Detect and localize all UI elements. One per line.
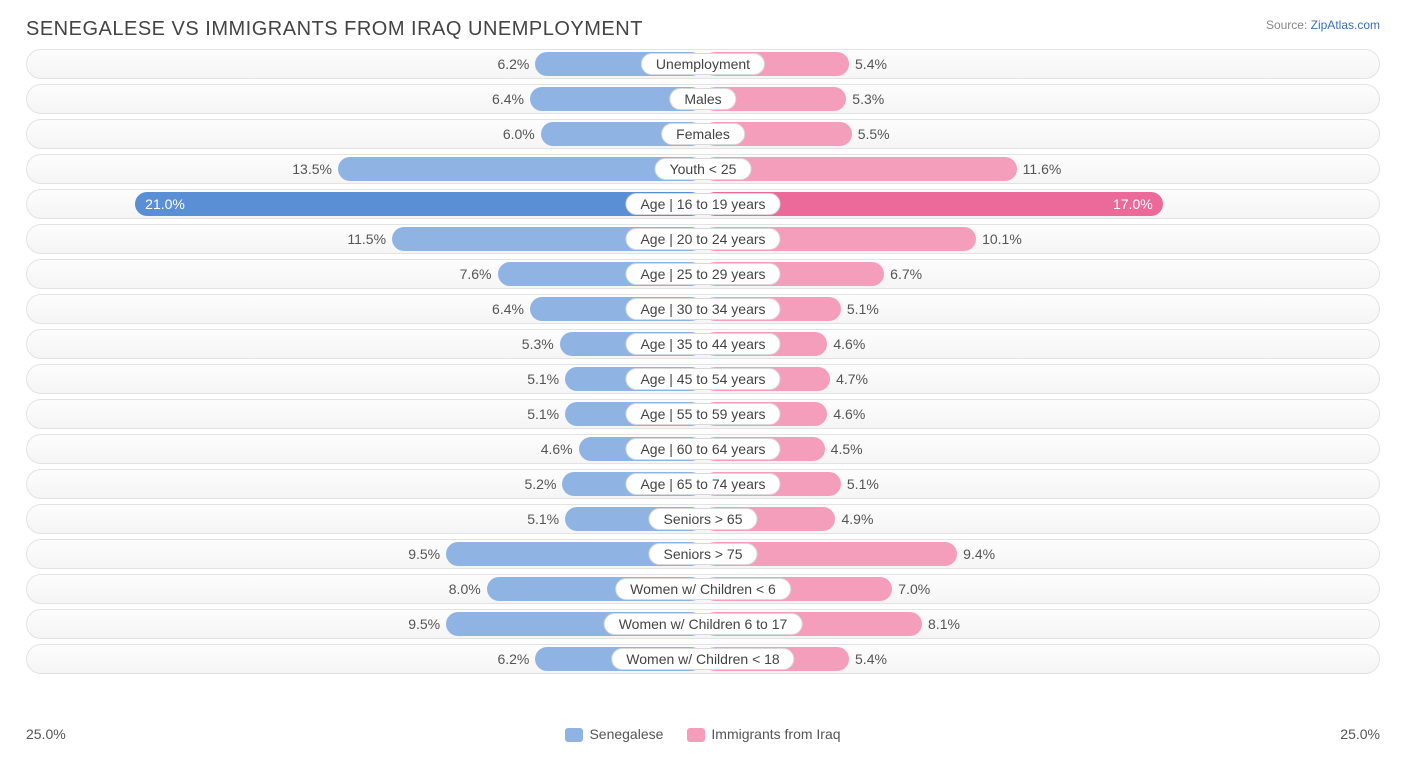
chart-row: 5.1% 4.9% Seniors > 65 (26, 504, 1380, 534)
value-label-left: 4.6% (541, 437, 579, 461)
value-label-right: 4.9% (835, 507, 873, 531)
chart-row: 11.5% 10.1% Age | 20 to 24 years (26, 224, 1380, 254)
value-label-right: 5.4% (849, 647, 887, 671)
value-label-left: 13.5% (292, 157, 338, 181)
chart-title: SENEGALESE VS IMMIGRANTS FROM IRAQ UNEMP… (26, 18, 643, 41)
category-label: Age | 25 to 29 years (625, 263, 780, 285)
value-label-left: 21.0% (135, 192, 185, 216)
category-label: Youth < 25 (655, 158, 752, 180)
legend-label-senegalese: Senegalese (589, 726, 663, 742)
legend-swatch-iraq (687, 728, 705, 742)
value-label-left: 7.6% (460, 262, 498, 286)
value-label-right: 4.7% (830, 367, 868, 391)
value-label-left: 9.5% (408, 542, 446, 566)
value-label-right: 7.0% (892, 577, 930, 601)
chart-row: 4.6% 4.5% Age | 60 to 64 years (26, 434, 1380, 464)
value-label-right: 6.7% (884, 262, 922, 286)
value-label-left: 9.5% (408, 612, 446, 636)
chart-row: 6.2% 5.4% Unemployment (26, 49, 1380, 79)
chart-row: 5.1% 4.7% Age | 45 to 54 years (26, 364, 1380, 394)
value-label-right: 5.1% (841, 472, 879, 496)
chart-row: 6.4% 5.3% Males (26, 84, 1380, 114)
value-label-left: 5.1% (527, 367, 565, 391)
category-label: Women w/ Children 6 to 17 (604, 613, 803, 635)
value-label-right: 11.6% (1017, 157, 1062, 181)
value-label-left: 5.3% (522, 332, 560, 356)
chart-row: 8.0% 7.0% Women w/ Children < 6 (26, 574, 1380, 604)
chart-row: 5.2% 5.1% Age | 65 to 74 years (26, 469, 1380, 499)
source-link[interactable]: ZipAtlas.com (1311, 18, 1380, 32)
value-label-left: 8.0% (449, 577, 487, 601)
value-label-right: 5.5% (852, 122, 890, 146)
category-label: Age | 60 to 64 years (625, 438, 780, 460)
chart-row: 6.2% 5.4% Women w/ Children < 18 (26, 644, 1380, 674)
chart-row: 5.1% 4.6% Age | 55 to 59 years (26, 399, 1380, 429)
chart-row: 5.3% 4.6% Age | 35 to 44 years (26, 329, 1380, 359)
category-label: Women w/ Children < 18 (611, 648, 794, 670)
value-label-right: 5.4% (849, 52, 887, 76)
value-label-left: 6.4% (492, 297, 530, 321)
axis-max-left: 25.0% (26, 726, 66, 742)
category-label: Women w/ Children < 6 (615, 578, 791, 600)
legend-swatch-senegalese (565, 728, 583, 742)
category-label: Age | 55 to 59 years (625, 403, 780, 425)
value-label-left: 6.0% (503, 122, 541, 146)
category-label: Males (669, 88, 736, 110)
value-label-right: 17.0% (1113, 192, 1163, 216)
category-label: Seniors > 65 (649, 508, 758, 530)
category-label: Seniors > 75 (649, 543, 758, 565)
chart-row: 9.5% 8.1% Women w/ Children 6 to 17 (26, 609, 1380, 639)
value-label-right: 5.1% (841, 297, 879, 321)
chart-footer: 25.0% Senegalese Immigrants from Iraq 25… (26, 719, 1380, 749)
value-label-left: 5.1% (527, 402, 565, 426)
legend: Senegalese Immigrants from Iraq (565, 726, 840, 742)
category-label: Unemployment (641, 53, 765, 75)
value-label-left: 11.5% (347, 227, 392, 251)
category-label: Females (661, 123, 745, 145)
chart-row: 9.5% 9.4% Seniors > 75 (26, 539, 1380, 569)
value-label-left: 6.2% (497, 52, 535, 76)
legend-item-iraq: Immigrants from Iraq (687, 726, 840, 742)
value-label-right: 8.1% (922, 612, 960, 636)
source-prefix: Source: (1266, 18, 1311, 32)
category-label: Age | 35 to 44 years (625, 333, 780, 355)
value-label-right: 4.6% (827, 332, 865, 356)
chart-row: 21.0% 17.0% Age | 16 to 19 years (26, 189, 1380, 219)
value-label-left: 6.4% (492, 87, 530, 111)
axis-max-right: 25.0% (1340, 726, 1380, 742)
category-label: Age | 45 to 54 years (625, 368, 780, 390)
chart-row: 13.5% 11.6% Youth < 25 (26, 154, 1380, 184)
diverging-bar-chart: 6.2% 5.4% Unemployment 6.4% 5.3% Males 6.0% 5.5… (26, 49, 1380, 749)
category-label: Age | 30 to 34 years (625, 298, 780, 320)
category-label: Age | 65 to 74 years (625, 473, 780, 495)
source-attribution: Source: ZipAtlas.com (1266, 18, 1380, 32)
header: SENEGALESE VS IMMIGRANTS FROM IRAQ UNEMP… (26, 18, 1380, 41)
value-label-right: 9.4% (957, 542, 995, 566)
category-label: Age | 20 to 24 years (625, 228, 780, 250)
chart-row: 7.6% 6.7% Age | 25 to 29 years (26, 259, 1380, 289)
legend-item-senegalese: Senegalese (565, 726, 663, 742)
bar-senegalese (135, 192, 703, 216)
value-label-right: 10.1% (976, 227, 1022, 251)
chart-container: SENEGALESE VS IMMIGRANTS FROM IRAQ UNEMP… (0, 0, 1406, 757)
chart-row: 6.0% 5.5% Females (26, 119, 1380, 149)
value-label-left: 5.1% (527, 507, 565, 531)
bar-senegalese (338, 157, 703, 181)
value-label-right: 5.3% (846, 87, 884, 111)
category-label: Age | 16 to 19 years (625, 193, 780, 215)
chart-rows: 6.2% 5.4% Unemployment 6.4% 5.3% Males 6.0% 5.5… (26, 49, 1380, 713)
legend-label-iraq: Immigrants from Iraq (711, 726, 840, 742)
value-label-right: 4.5% (825, 437, 863, 461)
chart-row: 6.4% 5.1% Age | 30 to 34 years (26, 294, 1380, 324)
value-label-left: 5.2% (524, 472, 562, 496)
value-label-left: 6.2% (497, 647, 535, 671)
value-label-right: 4.6% (827, 402, 865, 426)
